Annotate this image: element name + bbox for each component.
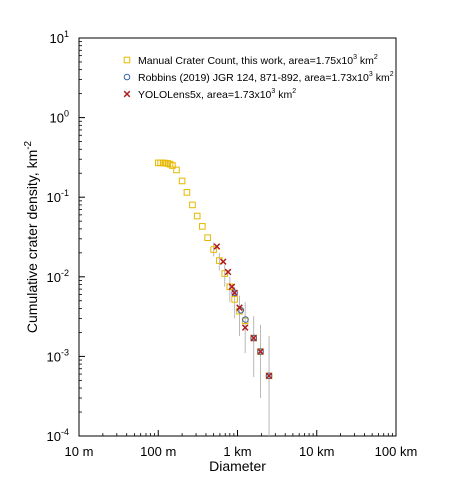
y-tick-label: 10-4 xyxy=(47,427,69,444)
x-marker-stroke xyxy=(123,90,131,98)
x-marker xyxy=(250,334,258,342)
x-tick-label: 10 km xyxy=(299,444,334,459)
x-marker xyxy=(213,243,221,250)
x-marker-stroke xyxy=(213,243,221,250)
y-tick-label: 10-2 xyxy=(47,268,69,285)
y-tick-label: 10-1 xyxy=(47,188,69,205)
legend-item: Robbins (2019) JGR 124, 871-892, area=1.… xyxy=(123,71,394,84)
x-marker xyxy=(236,304,243,311)
square-marker xyxy=(169,162,176,169)
x-axis-label: Diameter xyxy=(209,458,266,474)
circle-marker xyxy=(257,348,264,355)
square-marker xyxy=(178,177,186,185)
x-marker-stroke xyxy=(241,324,249,331)
x-marker-stroke xyxy=(250,334,258,342)
legend-label: Robbins (2019) JGR 124, 871-892, area=1.… xyxy=(138,71,394,84)
square-marker xyxy=(189,201,196,209)
x-marker xyxy=(241,324,249,331)
x-marker xyxy=(228,283,236,291)
x-marker xyxy=(231,289,238,297)
square-marker xyxy=(123,56,131,64)
circle-marker xyxy=(242,316,249,323)
legend-label: YOLOLens5x, area=1.73x103 km2 xyxy=(138,88,296,101)
x-tick-label: 100 m xyxy=(140,444,176,459)
x-marker-stroke xyxy=(265,372,273,380)
axes: 10 m 100 m 1 km 10 km 100 km 10-4 10-3 10-2 10-1… xyxy=(23,29,417,474)
square-marker xyxy=(164,160,172,167)
legend-item: Manual Crater Count, this work, area=1.7… xyxy=(123,54,378,67)
square-marker xyxy=(210,246,217,253)
y-tick-label: 10-3 xyxy=(47,347,69,364)
square-marker xyxy=(193,212,201,220)
series-2 xyxy=(231,289,273,380)
square-marker xyxy=(199,223,206,230)
y-axis-label: Cumulative crater density, km-2 xyxy=(23,140,40,333)
data-points xyxy=(154,159,273,380)
x-marker xyxy=(257,348,264,355)
x-marker-stroke xyxy=(219,258,227,265)
y-tick-label: 100 xyxy=(50,109,69,126)
circle-marker xyxy=(237,306,245,314)
square-marker xyxy=(231,296,238,303)
x-marker xyxy=(123,90,131,98)
legend-label: Manual Crater Count, this work, area=1.7… xyxy=(138,54,378,67)
x-marker xyxy=(219,258,227,265)
square-marker xyxy=(204,234,211,241)
x-tick-label: 100 km xyxy=(375,444,418,459)
circle-marker xyxy=(250,334,257,342)
circle-marker xyxy=(265,372,273,380)
circle-marker xyxy=(123,73,131,81)
square-marker xyxy=(173,166,180,174)
x-marker-stroke xyxy=(236,304,243,311)
circle-marker xyxy=(231,289,238,297)
legend-item: YOLOLens5x, area=1.73x103 km2 xyxy=(123,88,296,101)
x-marker-stroke xyxy=(231,289,238,297)
series-3 xyxy=(213,243,273,380)
x-marker-stroke xyxy=(228,283,236,291)
square-marker xyxy=(183,189,191,196)
x-marker-stroke xyxy=(257,348,264,355)
series-1 xyxy=(154,159,273,380)
x-tick-label: 10 m xyxy=(65,444,94,459)
x-marker xyxy=(224,268,232,276)
x-marker-stroke xyxy=(224,268,232,276)
x-marker xyxy=(265,372,273,380)
y-tick-label: 101 xyxy=(50,29,69,46)
x-tick-label: 1 km xyxy=(223,444,251,459)
legend: Manual Crater Count, this work, area=1.7… xyxy=(123,54,394,101)
